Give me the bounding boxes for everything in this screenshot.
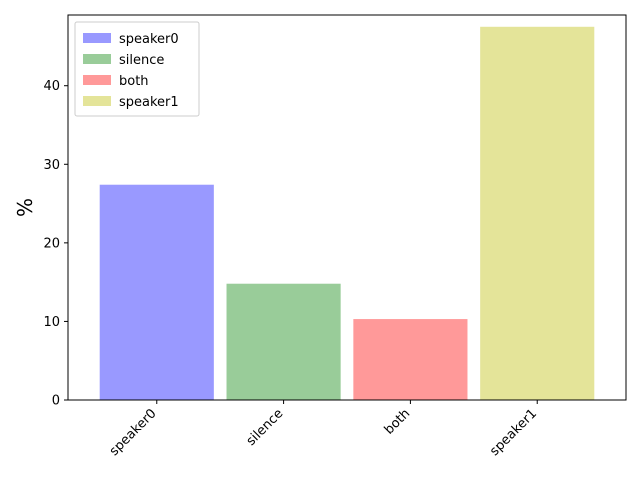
legend-swatch-both (83, 75, 111, 85)
plot-frame (67, 14, 627, 401)
bar-silence (226, 283, 341, 400)
x-tick-label-silence: silence (244, 406, 287, 449)
y-tick-label-30: 30 (43, 158, 60, 173)
x-tick-label-speaker0: speaker0 (107, 406, 160, 459)
legend-label-speaker1: speaker1 (119, 95, 179, 110)
bar-both (353, 319, 468, 400)
y-axis-label: % (13, 198, 37, 217)
legend-swatch-speaker1 (83, 96, 111, 106)
y-tick-label-40: 40 (43, 79, 60, 94)
legend-swatch-speaker0 (83, 33, 111, 43)
legend-label-silence: silence (119, 53, 164, 68)
x-tick-label-both: both (382, 406, 413, 437)
legend-label-both: both (119, 74, 149, 89)
legend-swatch-silence (83, 54, 111, 64)
y-tick-label-0: 0 (52, 394, 60, 409)
x-tick-label-speaker1: speaker1 (487, 406, 540, 459)
bar-speaker1 (480, 26, 595, 401)
y-tick-label-20: 20 (43, 236, 60, 251)
y-tick-label-10: 10 (43, 315, 60, 330)
legend-box (74, 21, 200, 117)
legend: speaker0 silence both speaker1 (74, 21, 200, 117)
y-axis: 0 10 20 30 40 (43, 79, 68, 409)
legend-label-speaker0: speaker0 (119, 32, 179, 47)
bars-group (99, 26, 595, 401)
bar-speaker0 (99, 184, 214, 400)
x-axis: speaker0 silence both speaker1 (107, 400, 540, 459)
